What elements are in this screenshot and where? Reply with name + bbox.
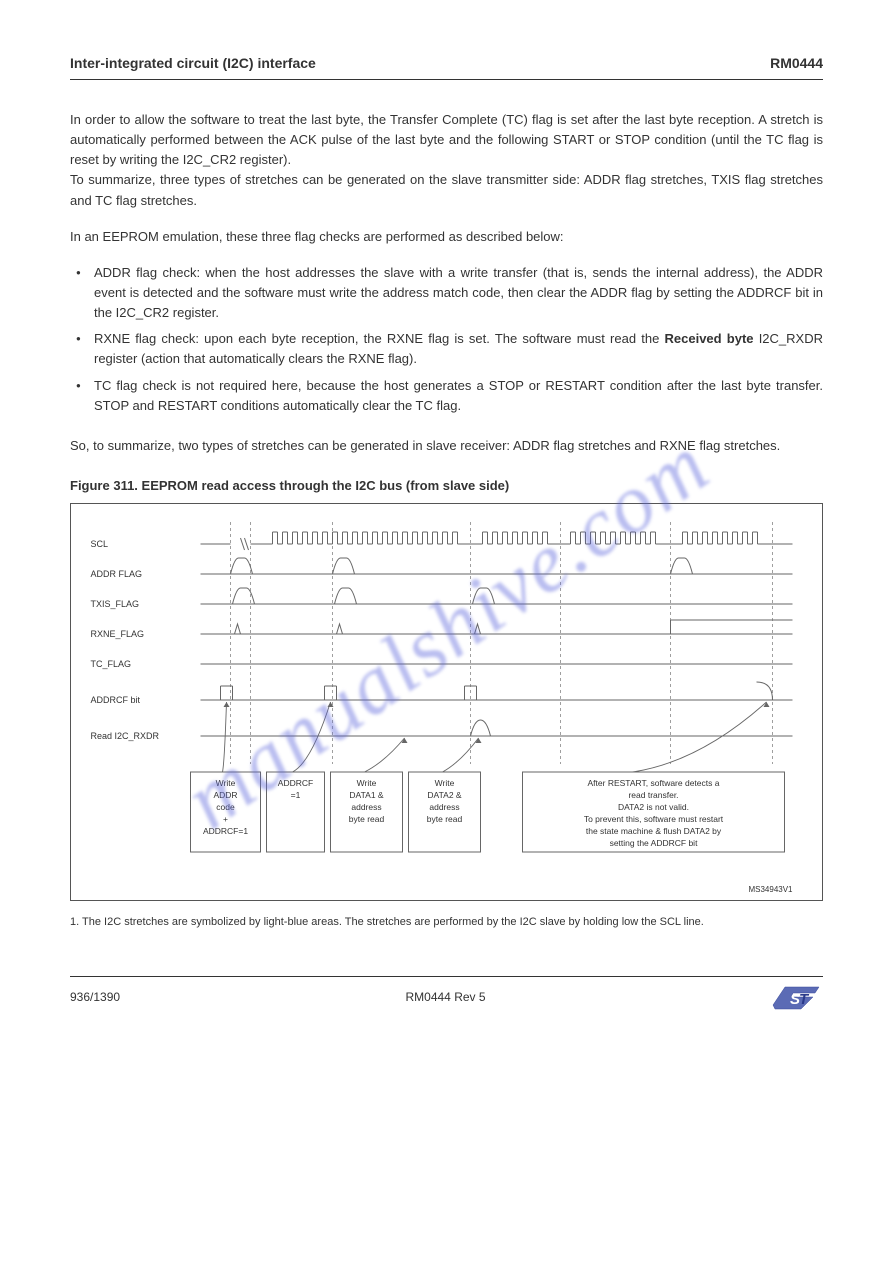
svg-text:byte read: byte read [349,814,385,824]
paragraph-3: So, to summarize, two types of stretches… [70,436,823,456]
svg-text:ADDR: ADDR [213,790,237,800]
header-left: Inter-integrated circuit (I2C) interface [70,55,316,71]
svg-text:DATA2 is not valid.: DATA2 is not valid. [618,802,689,812]
svg-text:ADDRCF bit: ADDRCF bit [91,695,141,705]
svg-text:=1: =1 [291,790,301,800]
svg-text:code: code [216,802,235,812]
svg-text:byte read: byte read [427,814,463,824]
svg-text:To prevent this, software must: To prevent this, software must restart [584,814,724,824]
svg-text:TC_FLAG: TC_FLAG [91,659,132,669]
svg-text:RXNE_FLAG: RXNE_FLAG [91,629,145,639]
figure-311: SCL ADDR FLAG TXIS_FLAG RXNE_FLAG TC_FLAG ADD… [70,503,823,901]
svg-text:Write: Write [357,778,377,788]
bullet-3: TC flag check is not required here, beca… [70,376,823,416]
svg-text:ADDRCF=1: ADDRCF=1 [203,826,248,836]
bullet-1: ADDR flag check: when the host addresses… [70,263,823,323]
paragraph-1: In order to allow the software to treat … [70,110,823,211]
svg-text:ADDR FLAG: ADDR FLAG [91,569,143,579]
svg-text:Write: Write [216,778,236,788]
header-rule [70,79,823,80]
svg-text:address: address [351,802,381,812]
paragraph-2-lead: In an EEPROM emulation, these three flag… [70,227,823,247]
footer-page: 936/1390 [70,990,120,1004]
svg-text:+: + [223,814,228,824]
svg-text:DATA2 &: DATA2 & [427,790,461,800]
bullet-2: RXNE flag check: upon each byte receptio… [70,329,823,369]
svg-text:read transfer.: read transfer. [628,790,678,800]
timing-diagram-svg: SCL ADDR FLAG TXIS_FLAG RXNE_FLAG TC_FLAG ADD… [71,504,822,900]
svg-text:setting the ADDRCF bit: setting the ADDRCF bit [610,838,699,848]
footer-rule [70,976,823,977]
svg-text:SCL: SCL [91,539,109,549]
svg-text:TXIS_FLAG: TXIS_FLAG [91,599,140,609]
svg-text:DATA1 &: DATA1 & [349,790,383,800]
svg-text:the state machine & flush DATA: the state machine & flush DATA2 by [586,826,722,836]
st-logo: S T [771,983,823,1011]
bullet-list: ADDR flag check: when the host addresses… [70,263,823,416]
figure-footnote: 1. The I2C stretches are symbolized by l… [70,915,823,930]
svg-text:ADDRCF: ADDRCF [278,778,313,788]
svg-text:Read I2C_RXDR: Read I2C_RXDR [91,731,160,741]
svg-text:MS34943V1: MS34943V1 [748,885,793,894]
header-right: RM0444 [770,55,823,71]
figure-caption: Figure 311. EEPROM read access through t… [70,478,823,493]
svg-text:address: address [429,802,459,812]
svg-text:After RESTART, software detect: After RESTART, software detects a [588,778,720,788]
footer-docid: RM0444 Rev 5 [406,990,486,1004]
svg-text:Write: Write [435,778,455,788]
